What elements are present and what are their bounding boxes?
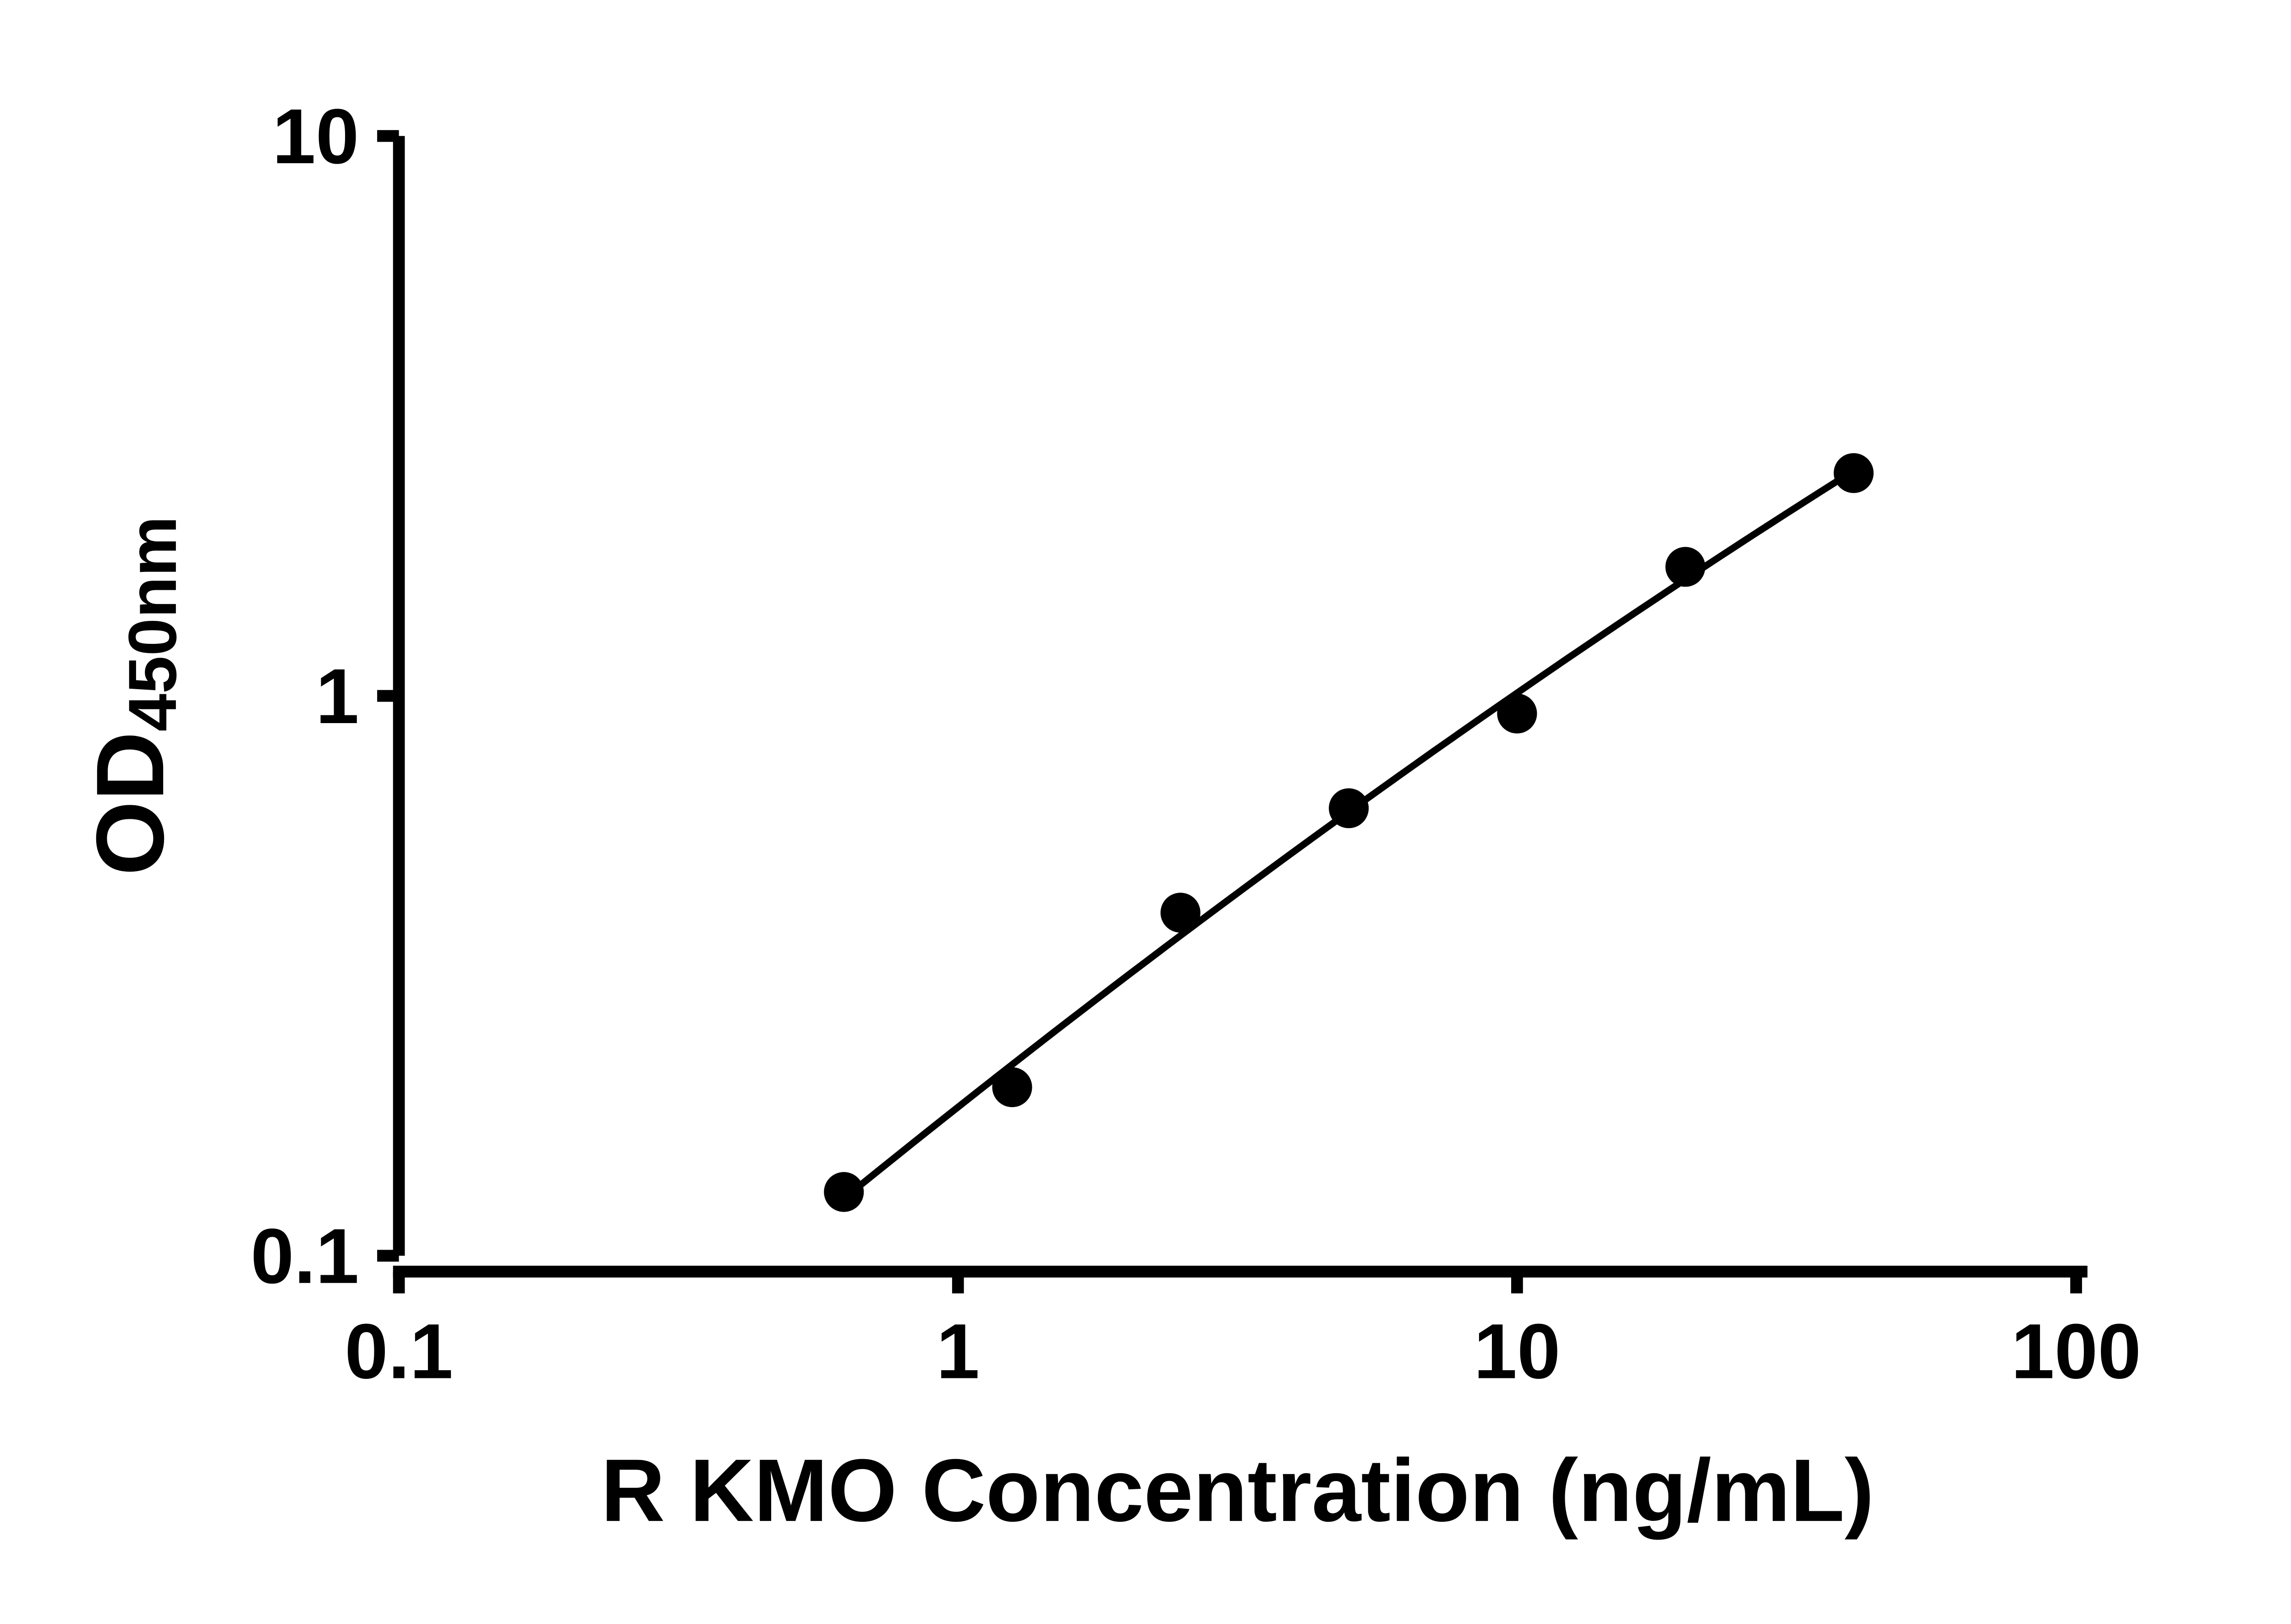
x-tick-label: 100: [2011, 1308, 2141, 1395]
y-tick-label: 1: [316, 653, 359, 740]
data-point: [1329, 788, 1369, 828]
data-point: [992, 1067, 1032, 1108]
x-tick-label: 10: [1474, 1308, 1560, 1395]
data-point: [1160, 893, 1200, 933]
y-axis-title: OD450nm: [77, 516, 191, 876]
data-point: [1497, 693, 1537, 734]
y-tick-label: 10: [272, 93, 359, 180]
x-axis-title: R KMO Concentration (ng/mL): [601, 1441, 1874, 1540]
x-tick-label: 0.1: [345, 1308, 453, 1395]
x-tick-label: 1: [936, 1308, 980, 1395]
data-point: [824, 1172, 864, 1212]
data-point: [1665, 547, 1705, 587]
data-point: [1833, 453, 1874, 493]
y-tick-label: 0.1: [251, 1213, 359, 1300]
